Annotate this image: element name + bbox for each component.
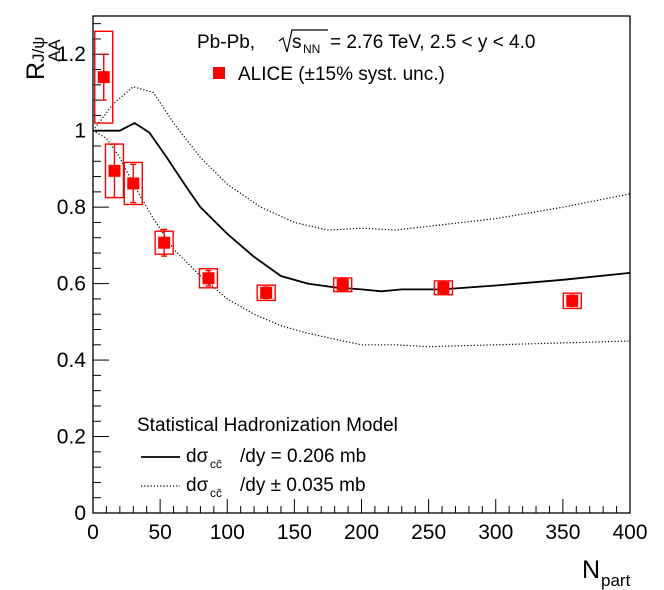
- alice-data-point: [566, 294, 579, 307]
- x-tick-label: 0: [87, 521, 99, 544]
- legend-band-prefix: dσ: [186, 475, 209, 496]
- alice-data-point: [437, 281, 450, 294]
- alice-data-point: [158, 236, 171, 249]
- alice-data-point: [260, 286, 273, 299]
- header-energy-prefix: s: [292, 32, 302, 53]
- x-tick-label: 50: [148, 521, 171, 544]
- header-annotation: Pb-Pb, s NN = 2.76 TeV, 2.5 < y < 4.0: [197, 29, 535, 56]
- y-tick-label: 1.2: [57, 43, 86, 66]
- syst-box: [94, 30, 114, 124]
- sqrt-sign-icon: [278, 29, 328, 53]
- legend-model: Statistical Hadronization Model dσ cc̄ /…: [137, 415, 398, 500]
- model-curves: [92, 86, 631, 348]
- x-axis-title: N part: [582, 556, 631, 590]
- alice-data-point: [202, 272, 215, 285]
- plot-frame: [92, 15, 631, 514]
- y-axis-sup: J/ψ: [29, 37, 48, 62]
- y-axis-title: R J/ψ AA: [22, 37, 64, 80]
- model-central-line: [93, 121, 631, 293]
- model-title: Statistical Hadronization Model: [137, 415, 398, 436]
- y-axis-label: R: [22, 62, 50, 80]
- syst-box: [562, 292, 582, 310]
- data-points: [94, 30, 582, 310]
- x-axis-sub: part: [601, 571, 631, 590]
- x-tick-label: 350: [545, 521, 580, 544]
- axis-ticks: 0 50 100 150 200 250 300 350 400 0 0.2 0.4 0.6 0.8 1 1.…: [57, 23, 648, 544]
- y-axis-sub: AA: [45, 39, 64, 62]
- header-energy-sub: NN: [303, 42, 320, 56]
- legend-square-marker: [213, 67, 225, 79]
- legend-alice: ALICE (±15% syst. unc.): [213, 64, 445, 85]
- y-tick-label: 0.2: [57, 426, 86, 449]
- syst-box: [333, 277, 353, 293]
- x-tick-label: 150: [277, 521, 312, 544]
- x-tick-label: 200: [344, 521, 379, 544]
- alice-data-point: [336, 278, 349, 291]
- model-band-line: [92, 86, 631, 231]
- legend-central-prefix: dσ: [186, 446, 209, 467]
- y-tick-label: 0: [74, 502, 86, 525]
- alice-data-point: [127, 177, 140, 190]
- legend-central-suffix: /dy = 0.206 mb: [240, 446, 366, 467]
- syst-box: [256, 284, 276, 302]
- y-tick-label: 0.4: [57, 349, 87, 372]
- legend-band-suffix: /dy ± 0.035 mb: [240, 475, 366, 496]
- x-tick-label: 400: [612, 521, 647, 544]
- y-tick-label: 1: [74, 120, 86, 143]
- header-energy-suffix: = 2.76 TeV, 2.5 < y < 4.0: [330, 32, 535, 53]
- syst-box: [433, 280, 454, 296]
- syst-box: [198, 268, 219, 289]
- legend-band-sub: cc̄: [210, 486, 222, 500]
- x-tick-label: 100: [210, 521, 245, 544]
- legend-central-sub: cc̄: [210, 457, 222, 471]
- alice-data-point: [108, 164, 121, 177]
- x-axis-label: N: [582, 556, 600, 584]
- alice-data-point: [97, 71, 110, 84]
- x-tick-label: 300: [478, 521, 513, 544]
- y-tick-label: 0.6: [57, 273, 86, 296]
- header-system: Pb-Pb,: [197, 32, 255, 53]
- y-tick-label: 0.8: [57, 196, 86, 219]
- legend-alice-label: ALICE (±15% syst. unc.): [238, 64, 445, 85]
- syst-box: [123, 161, 143, 206]
- x-tick-label: 250: [411, 521, 446, 544]
